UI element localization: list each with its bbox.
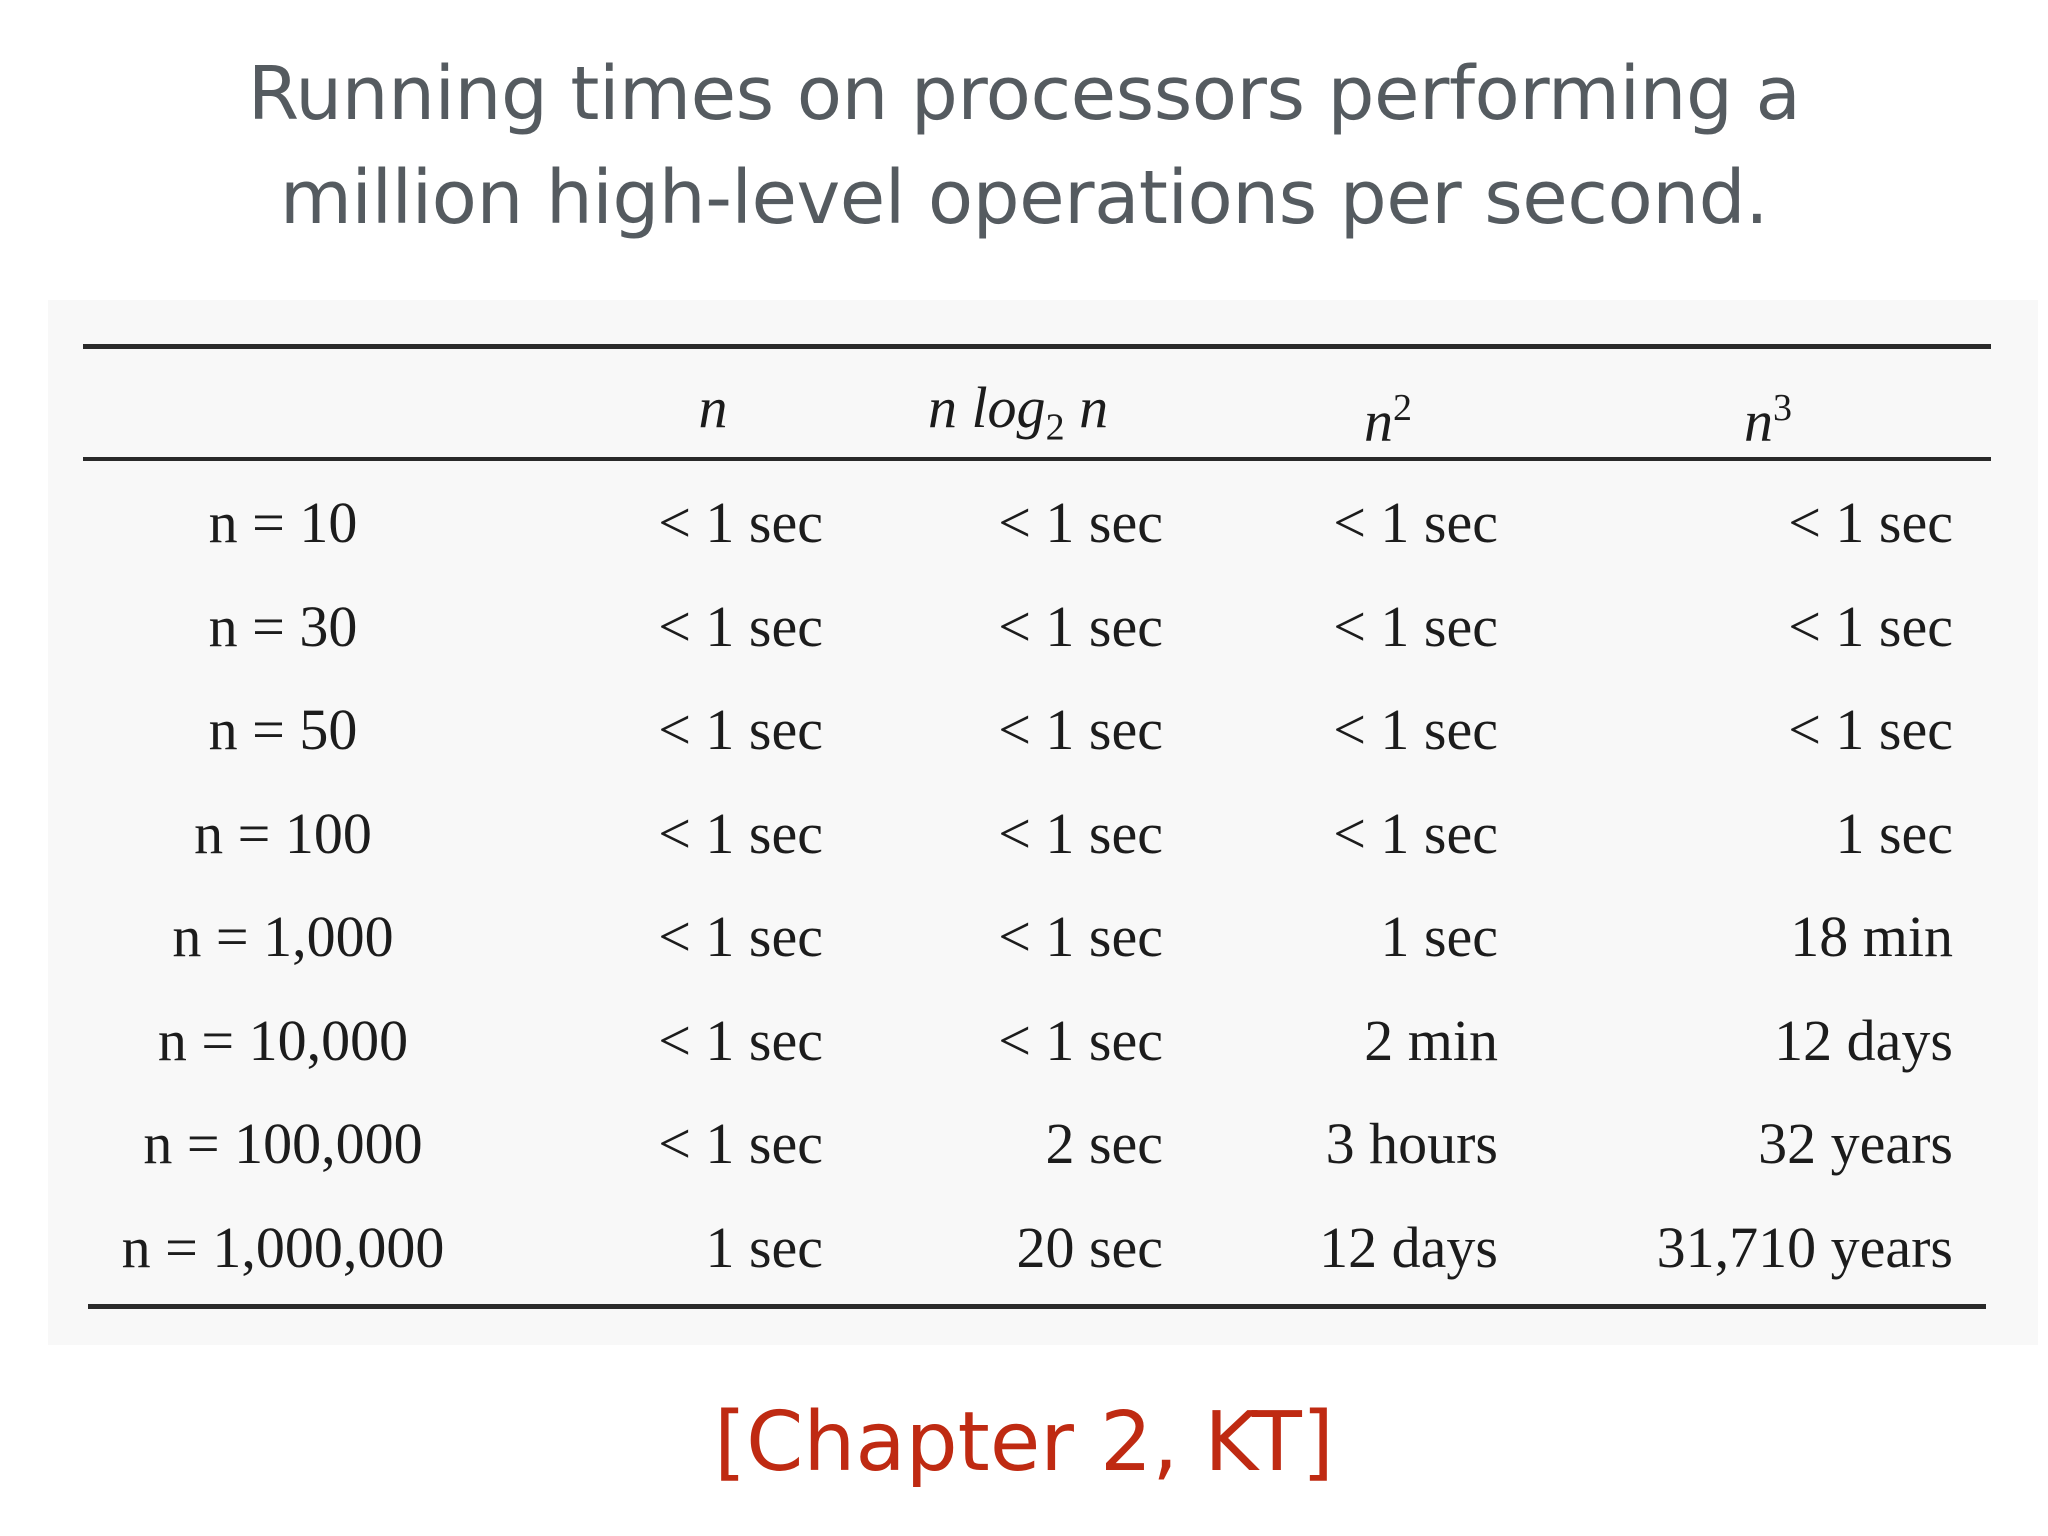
header-n-squared: n2 — [1283, 368, 1493, 453]
table-cell: < 1 sec — [998, 904, 1163, 969]
table-cell: < 1 sec — [998, 490, 1163, 555]
running-times-table: n n log2 n n2 n3 n = 10 < 1 sec < 1 sec < 1… — [48, 300, 2038, 1345]
table-cell: 1 sec — [705, 1215, 823, 1280]
table-cell: 2 min — [1364, 1008, 1498, 1073]
table-cell: < 1 sec — [658, 904, 823, 969]
table-cell: < 1 sec — [1788, 594, 1953, 659]
table-cell: < 1 sec — [658, 801, 823, 866]
header-n-label: n — [698, 375, 728, 440]
slide-title-line-2: million high-level operations per second… — [279, 155, 1769, 241]
table-cell: 20 sec — [1016, 1215, 1163, 1280]
table-cell: 31,710 years — [1656, 1215, 1953, 1280]
table-cell: < 1 sec — [1333, 594, 1498, 659]
table-row-label: n = 100 — [194, 801, 372, 866]
header-squared-exponent: 2 — [1393, 387, 1412, 429]
table-cell: < 1 sec — [1333, 697, 1498, 762]
table-cell: 1 sec — [1835, 801, 1953, 866]
table-cell: < 1 sec — [658, 1111, 823, 1176]
header-log-subscript: 2 — [1045, 406, 1065, 449]
table-cell: 12 days — [1319, 1215, 1498, 1280]
table-cell: 2 sec — [1045, 1111, 1163, 1176]
table-row-label: n = 10 — [208, 490, 358, 555]
header-n-squared-label: n — [1364, 388, 1393, 454]
table-cell: < 1 sec — [998, 594, 1163, 659]
header-n-log2-n: n log2 n — [868, 368, 1168, 449]
table-cell: < 1 sec — [998, 1008, 1163, 1073]
table-cell: < 1 sec — [658, 490, 823, 555]
slide-title: Running times on processors performing a… — [0, 42, 2048, 250]
table-cell: < 1 sec — [1788, 490, 1953, 555]
table-cell: 32 years — [1758, 1111, 1953, 1176]
table-cell: < 1 sec — [658, 697, 823, 762]
table-row-label: n = 30 — [208, 594, 358, 659]
header-n-log2-n-tail: n — [1064, 375, 1109, 440]
header-n-cubed: n3 — [1668, 368, 1868, 453]
table-header-rule — [83, 457, 1991, 461]
table-cell: 18 min — [1790, 904, 1953, 969]
table-cell: < 1 sec — [998, 801, 1163, 866]
table-cell: < 1 sec — [1333, 490, 1498, 555]
table-cell: < 1 sec — [658, 1008, 823, 1073]
header-n-log2-n-label: n log — [927, 375, 1046, 440]
table-cell: < 1 sec — [998, 697, 1163, 762]
table-cell: < 1 sec — [658, 594, 823, 659]
slide-title-line-1: Running times on processors performing a — [247, 51, 1801, 137]
table-row-label: n = 10,000 — [157, 1008, 409, 1073]
table-bottom-rule — [88, 1304, 1986, 1309]
table-cell: 1 sec — [1380, 904, 1498, 969]
header-cubed-exponent: 3 — [1773, 387, 1792, 429]
table-row-label: n = 1,000 — [172, 904, 394, 969]
table-cell: < 1 sec — [1788, 697, 1953, 762]
table-row-label: n = 100,000 — [143, 1111, 423, 1176]
header-n-cubed-label: n — [1744, 388, 1773, 454]
table-cell: 3 hours — [1325, 1111, 1498, 1176]
table-top-rule — [83, 344, 1991, 349]
header-n: n — [608, 368, 818, 448]
table-row-label: n = 50 — [208, 697, 358, 762]
table-cell: 12 days — [1774, 1008, 1953, 1073]
table-row-label: n = 1,000,000 — [121, 1215, 445, 1280]
citation: [Chapter 2, KT] — [714, 1395, 1334, 1490]
table-cell: < 1 sec — [1333, 801, 1498, 866]
